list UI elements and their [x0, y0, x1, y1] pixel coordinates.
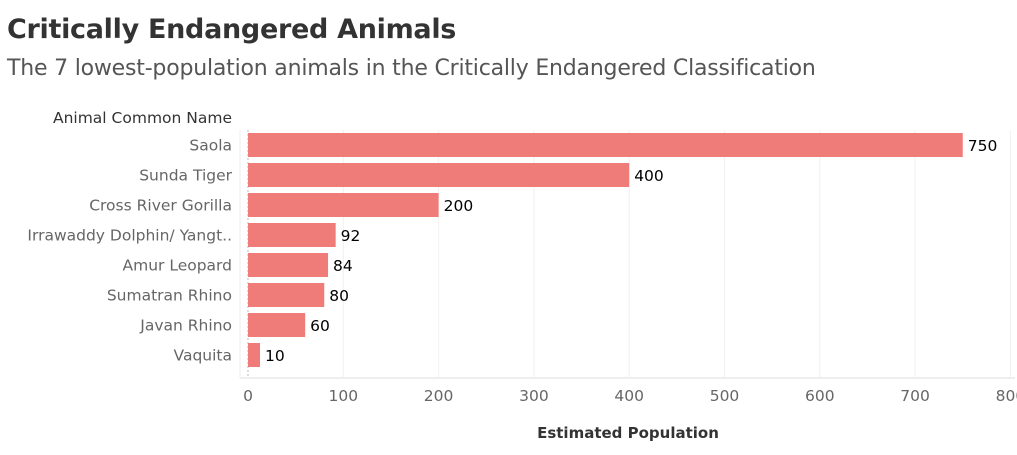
x-tick-label: 300	[519, 387, 549, 405]
data-label: 60	[310, 317, 330, 335]
bar	[248, 193, 439, 217]
bar	[248, 133, 963, 157]
data-label: 92	[341, 227, 361, 245]
data-label: 750	[968, 137, 998, 155]
x-tick-label: 100	[329, 387, 359, 405]
y-axis-label: Animal Common Name	[53, 109, 232, 127]
x-tick-label: 700	[900, 387, 930, 405]
category-label: Amur Leopard	[123, 257, 232, 275]
x-tick-label: 400	[614, 387, 644, 405]
bar	[248, 163, 630, 187]
category-label: Javan Rhino	[139, 317, 232, 335]
category-label: Vaquita	[174, 347, 232, 365]
bar	[248, 253, 329, 277]
bar	[248, 343, 260, 367]
x-tick-label: 500	[710, 387, 740, 405]
data-label: 400	[634, 167, 664, 185]
x-tick-label: 600	[805, 387, 835, 405]
data-label: 10	[265, 347, 285, 365]
bar	[248, 223, 336, 247]
x-tick-label: 800	[996, 387, 1017, 405]
x-tick-label: 0	[243, 387, 253, 405]
category-label: Saola	[189, 137, 232, 155]
category-label: Sunda Tiger	[139, 167, 232, 185]
x-tick-label: 200	[424, 387, 454, 405]
data-label: 80	[329, 287, 349, 305]
category-label: Cross River Gorilla	[89, 197, 232, 215]
category-label: Irrawaddy Dolphin/ Yangt..	[27, 227, 232, 245]
chart-title: Critically Endangered Animals	[7, 14, 457, 45]
data-label: 84	[333, 257, 353, 275]
x-axis-label: Estimated Population	[537, 424, 719, 442]
bar	[248, 313, 306, 337]
data-label: 200	[444, 197, 474, 215]
chart-subtitle: The 7 lowest-population animals in the C…	[7, 56, 816, 81]
category-label: Sumatran Rhino	[107, 287, 232, 305]
bar	[248, 283, 325, 307]
